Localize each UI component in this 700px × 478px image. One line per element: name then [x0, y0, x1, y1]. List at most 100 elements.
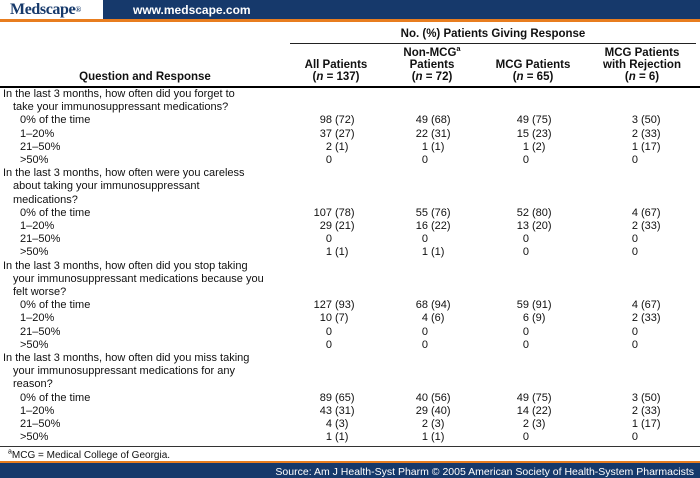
response-table: No. (%) Patients Giving Response Questio… — [0, 22, 700, 478]
data-cell: 2 (33) — [631, 312, 661, 325]
data-cell: 107 (78) — [313, 206, 355, 219]
column-header: All Patients (n = 137) — [304, 59, 368, 83]
response-label: 21–50% — [20, 418, 61, 431]
data-cell: 68 (94) — [415, 299, 451, 312]
data-cell: 29 (40) — [415, 404, 451, 417]
table-header: No. (%) Patients Giving Response Questio… — [0, 22, 700, 86]
question-text: reason? — [13, 378, 53, 391]
column-header-question: Question and Response — [79, 71, 211, 83]
question-text: about taking your immunosuppressant — [13, 180, 200, 193]
logo-text: Medscape — [10, 0, 76, 18]
top-banner: Medscape ® www.medscape.com — [0, 0, 700, 22]
data-cell: 0 — [421, 325, 428, 338]
table-row: >50% 0 0 0 0 — [0, 339, 700, 352]
footnote-marker: a — [8, 449, 12, 457]
data-cell: 2 (33) — [631, 127, 661, 140]
data-cell: 0 — [631, 154, 638, 167]
data-cell: 0 — [522, 246, 529, 259]
data-cell: 2 (1) — [325, 140, 349, 153]
data-cell: 4 (3) — [325, 418, 349, 431]
header-divider-rule — [0, 86, 700, 88]
data-cell: 0 — [631, 325, 638, 338]
data-cell: 1 (1) — [421, 140, 445, 153]
data-cell: 29 (21) — [319, 220, 355, 233]
response-label: 1–20% — [20, 312, 55, 325]
data-cell: 0 — [631, 431, 638, 444]
data-cell: 98 (72) — [319, 114, 355, 127]
data-cell: 0 — [522, 233, 529, 246]
table-row: 1–20% 29 (21) 16 (22) 13 (20) 2 (33) — [0, 220, 700, 233]
data-cell: 1 (2) — [522, 140, 546, 153]
column-header: Non-MCGa Patients (n = 72) — [403, 44, 461, 83]
data-cell: 59 (91) — [516, 299, 552, 312]
table-row: 21–50% 0 0 0 0 — [0, 326, 700, 339]
response-label: 21–50% — [20, 233, 61, 246]
source-bar: Source: Am J Health-Syst Pharm © 2005 Am… — [0, 461, 700, 478]
medscape-logo[interactable]: Medscape ® — [0, 0, 103, 19]
table-bottom-rule — [0, 446, 700, 448]
response-label: >50% — [20, 246, 49, 259]
data-cell: 4 (67) — [631, 206, 661, 219]
data-cell: 1 (1) — [325, 246, 349, 259]
data-cell: 0 — [631, 338, 638, 351]
data-cell: 4 (6) — [421, 312, 445, 325]
data-cell: 10 (7) — [319, 312, 349, 325]
data-cell: 0 — [522, 338, 529, 351]
data-cell: 0 — [522, 154, 529, 167]
data-cell: 0 — [325, 325, 332, 338]
table-body: In the last 3 months, how often did you … — [0, 88, 700, 444]
table-row: 1–20% 43 (31) 29 (40) 14 (22) 2 (33) — [0, 405, 700, 418]
table-row: 21–50% 2 (1) 1 (1) 1 (2) 1 (17) — [0, 141, 700, 154]
table-spanner-title: No. (%) Patients Giving Response — [400, 28, 586, 40]
table-row: 0% of the time 107 (78) 55 (76) 52 (80) 4 (67) — [0, 207, 700, 220]
data-cell: 0 — [421, 154, 428, 167]
question-text: In the last 3 months, how often did you … — [3, 352, 250, 365]
data-cell: 1 (1) — [421, 431, 445, 444]
data-cell: 55 (76) — [415, 206, 451, 219]
data-cell: 89 (65) — [319, 391, 355, 404]
data-cell: 40 (56) — [415, 391, 451, 404]
table-row: >50% 0 0 0 0 — [0, 154, 700, 167]
response-label: 0% of the time — [20, 391, 91, 404]
response-label: 0% of the time — [20, 114, 91, 127]
data-cell: 49 (68) — [415, 114, 451, 127]
response-label: 21–50% — [20, 325, 61, 338]
data-cell: 0 — [325, 233, 332, 246]
footnote-text: MCG = Medical College of Georgia. — [11, 450, 171, 462]
table-row: 1–20% 37 (27) 22 (31) 15 (23) 2 (33) — [0, 128, 700, 141]
question-text: take your immunosuppressant medications? — [13, 101, 229, 114]
data-cell: 0 — [631, 233, 638, 246]
data-cell: 2 (3) — [421, 418, 445, 431]
question-text: In the last 3 months, how often were you… — [3, 167, 245, 180]
response-label: 21–50% — [20, 140, 61, 153]
data-cell: 16 (22) — [415, 220, 451, 233]
data-cell: 3 (50) — [631, 391, 661, 404]
response-label: 1–20% — [20, 127, 55, 140]
data-cell: 2 (33) — [631, 220, 661, 233]
data-cell: 0 — [522, 431, 529, 444]
data-cell: 0 — [421, 233, 428, 246]
data-cell: 2 (33) — [631, 404, 661, 417]
question-text: medications? — [13, 193, 78, 206]
data-cell: 6 (9) — [522, 312, 546, 325]
data-cell: 1 (17) — [631, 418, 661, 431]
spanner-rule — [290, 43, 696, 44]
data-cell: 2 (3) — [522, 418, 546, 431]
question-text: In the last 3 months, how often did you … — [3, 88, 235, 100]
data-cell: 0 — [325, 154, 332, 167]
response-label: >50% — [20, 154, 49, 167]
table-row: 0% of the time 127 (93) 68 (94) 59 (91) 4 (67) — [0, 299, 700, 312]
data-cell: 1 (1) — [421, 246, 445, 259]
header-spacer — [0, 26, 290, 44]
data-cell: 3 (50) — [631, 114, 661, 127]
table-row: >50% 1 (1) 1 (1) 0 0 — [0, 431, 700, 444]
data-cell: 0 — [631, 246, 638, 259]
data-cell: 14 (22) — [516, 404, 552, 417]
data-cell: 15 (23) — [516, 127, 552, 140]
data-cell: 1 (17) — [631, 140, 661, 153]
table-row: 21–50% 0 0 0 0 — [0, 233, 700, 246]
data-cell: 49 (75) — [516, 391, 552, 404]
response-label: 1–20% — [20, 404, 55, 417]
site-url-link[interactable]: www.medscape.com — [133, 2, 251, 17]
